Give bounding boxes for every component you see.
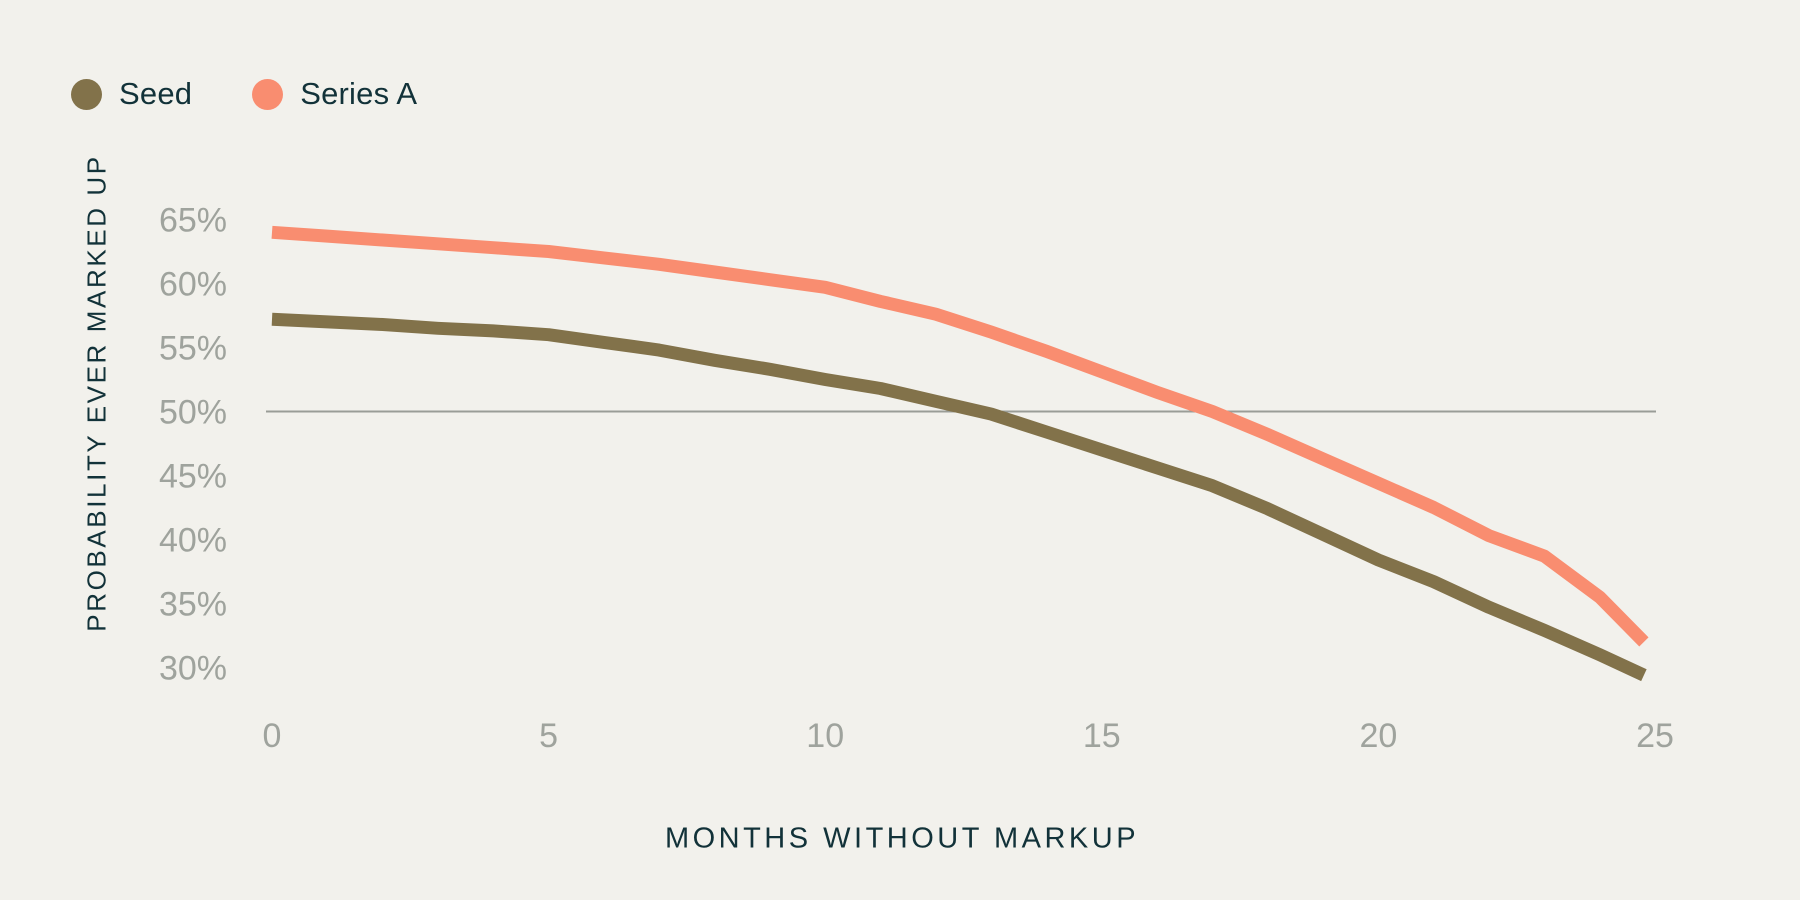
- y-tick-label: 30%: [159, 650, 227, 688]
- y-tick-label: 65%: [159, 202, 227, 240]
- legend: Seed Series A: [71, 76, 417, 112]
- legend-label-series-a: Series A: [300, 76, 418, 111]
- y-tick-label: 60%: [159, 266, 227, 304]
- seed-line: [271, 312, 1647, 682]
- x-tick-label: 20: [1359, 717, 1397, 755]
- x-tick-label: 5: [539, 717, 558, 755]
- y-tick-label: 35%: [159, 586, 227, 624]
- legend-item-series-a: Series A: [252, 76, 417, 112]
- y-tick-label: 55%: [159, 330, 227, 368]
- legend-label-seed: Seed: [119, 76, 193, 111]
- seed-dot-icon: [71, 78, 102, 110]
- x-tick-label: 10: [806, 717, 844, 755]
- y-tick-label: 40%: [159, 522, 227, 560]
- legend-item-seed: Seed: [71, 76, 192, 112]
- y-tick-label: 50%: [159, 394, 227, 432]
- x-tick-label: 15: [1083, 717, 1121, 755]
- x-tick-label: 0: [263, 717, 282, 755]
- x-tick-label: 25: [1636, 717, 1674, 755]
- series-a-dot-icon: [252, 78, 284, 110]
- x-axis-title: MONTHS WITHOUT MARKUP: [664, 822, 1140, 855]
- series-a-line: [271, 225, 1649, 647]
- y-tick-label: 45%: [159, 458, 227, 496]
